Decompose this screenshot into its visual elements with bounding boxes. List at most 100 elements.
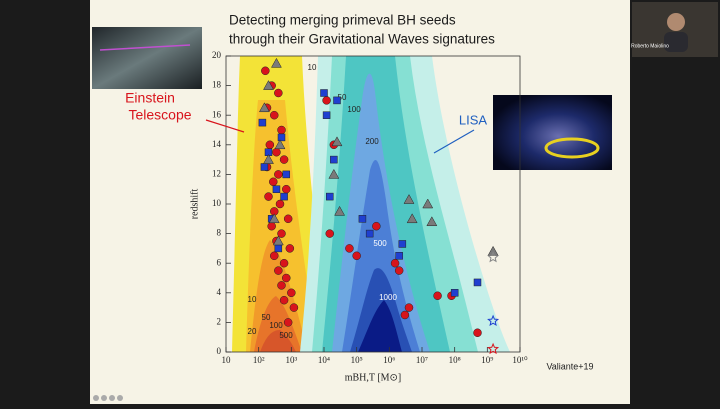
point	[487, 245, 499, 256]
point	[279, 155, 289, 164]
point	[331, 136, 343, 147]
toolbar[interactable]	[93, 395, 123, 401]
y-tick-label: 8	[217, 228, 222, 238]
point	[274, 88, 283, 98]
point	[333, 96, 341, 105]
point	[279, 258, 289, 268]
y-tick-label: 18	[212, 80, 222, 90]
point	[282, 170, 291, 179]
point	[261, 66, 270, 76]
participant-face	[667, 13, 685, 31]
contour-label: 500	[373, 239, 387, 248]
toolbar-icon[interactable]	[93, 395, 99, 401]
x-tick-label: 10⁹	[481, 355, 493, 365]
contour-label: 10	[248, 295, 257, 304]
et-label: Telescope	[128, 107, 191, 123]
point	[263, 80, 274, 90]
point	[358, 215, 367, 223]
contour-label: 1000	[379, 293, 397, 302]
point	[473, 328, 482, 338]
point	[398, 240, 407, 248]
contour-label: 500	[279, 331, 293, 340]
point	[279, 295, 289, 305]
point	[487, 314, 500, 327]
x-axis-label: mBH,T [M⊙]	[345, 372, 402, 383]
point	[277, 133, 286, 142]
toolbar-icon[interactable]	[101, 395, 107, 401]
toolbar-icon[interactable]	[117, 395, 123, 401]
point	[263, 154, 274, 164]
lisa-image-ring	[544, 137, 600, 159]
point	[283, 318, 293, 327]
slide-title: through their Gravitational Waves signat…	[229, 32, 495, 47]
y-tick-label: 0	[217, 346, 222, 356]
contour-label: 50	[338, 93, 347, 102]
participant-body	[664, 32, 688, 52]
point	[283, 214, 293, 224]
x-tick-label: 10⁶	[383, 355, 395, 365]
y-tick-label: 20	[212, 50, 222, 60]
lisa-arrow	[433, 129, 475, 154]
y-tick-label: 6	[217, 257, 222, 267]
point	[274, 244, 283, 253]
point	[394, 266, 404, 275]
point	[406, 213, 418, 224]
point	[422, 198, 434, 209]
point	[450, 289, 459, 297]
x-tick-label: 10²	[253, 355, 265, 365]
point	[403, 194, 415, 204]
lisa-label: LISA	[459, 112, 488, 127]
point	[345, 244, 354, 253]
contour-label: 50	[262, 313, 271, 322]
point	[334, 205, 346, 216]
point	[487, 342, 500, 355]
lisa-contours	[300, 56, 510, 353]
toolbar-icon[interactable]	[109, 395, 115, 401]
point	[487, 250, 500, 263]
point	[326, 192, 334, 201]
point	[268, 213, 280, 224]
point	[372, 221, 381, 231]
x-tick-label: 10¹⁰	[512, 355, 528, 365]
contour-label: 200	[365, 137, 379, 146]
y-tick-label: 4	[217, 287, 222, 297]
contour-label: 100	[347, 105, 361, 114]
point	[322, 111, 331, 119]
x-tick-label: 10⁴	[318, 355, 330, 365]
point	[426, 216, 438, 227]
contour-label: 20	[248, 327, 257, 336]
credit: Valiante+19	[546, 361, 593, 371]
point	[274, 139, 286, 150]
point	[282, 273, 291, 283]
point	[271, 57, 282, 68]
y-tick-label: 2	[217, 316, 222, 326]
point	[473, 278, 482, 287]
point	[277, 125, 286, 135]
lisa-image	[493, 95, 612, 170]
contour-label: 10	[308, 63, 317, 72]
y-tick-label: 10	[212, 198, 222, 208]
point	[433, 291, 442, 301]
point	[272, 185, 281, 193]
gw-image	[92, 27, 202, 89]
point	[365, 229, 374, 238]
slide-title: Detecting merging primeval BH seeds	[229, 13, 456, 28]
x-tick-label: 10⁵	[351, 355, 363, 365]
point	[277, 281, 286, 290]
point	[258, 118, 267, 127]
point	[264, 192, 273, 201]
point	[260, 163, 269, 171]
point	[280, 192, 288, 201]
point	[390, 258, 400, 268]
x-tick-label: 10	[222, 355, 232, 365]
point	[289, 303, 299, 312]
y-tick-label: 16	[212, 109, 222, 119]
x-tick-label: 10⁷	[416, 355, 428, 365]
point	[287, 288, 296, 298]
point	[269, 177, 278, 187]
point	[265, 140, 275, 150]
y-tick-label: 14	[212, 139, 222, 149]
point	[267, 221, 276, 231]
y-tick-label: 12	[212, 168, 221, 178]
